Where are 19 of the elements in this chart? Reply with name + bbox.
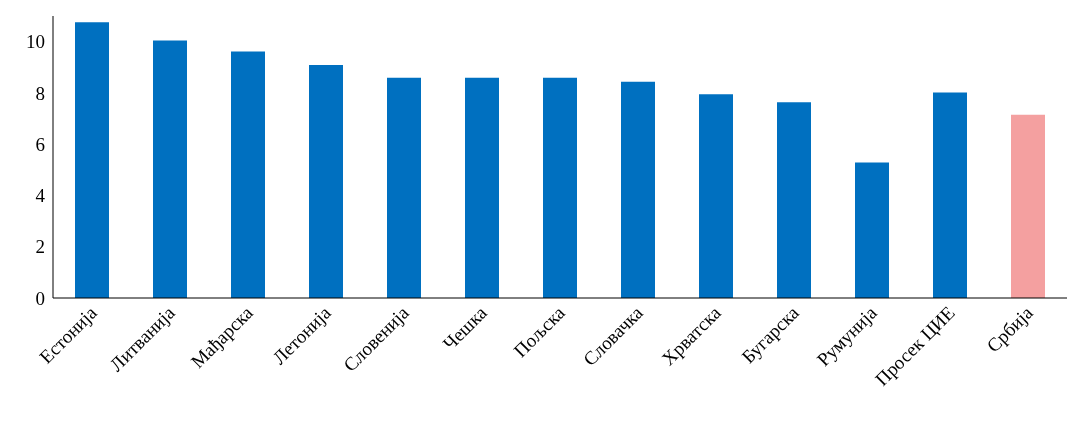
bar	[621, 81, 655, 298]
y-tick-label: 0	[35, 287, 45, 309]
bar	[855, 162, 889, 298]
y-tick-label: 8	[35, 82, 45, 104]
bar	[543, 77, 577, 298]
y-tick-label: 2	[35, 236, 45, 258]
bar	[153, 40, 187, 298]
bar	[465, 77, 499, 298]
bar	[1011, 114, 1045, 298]
y-tick-label: 6	[35, 133, 45, 155]
bar	[309, 64, 343, 298]
bar	[777, 102, 811, 298]
y-tick-label: 4	[35, 185, 46, 207]
bar	[231, 51, 265, 298]
bar	[933, 92, 967, 298]
bar	[387, 77, 421, 298]
bar	[699, 94, 733, 298]
bar	[75, 22, 109, 298]
y-tick-label: 10	[26, 31, 45, 53]
